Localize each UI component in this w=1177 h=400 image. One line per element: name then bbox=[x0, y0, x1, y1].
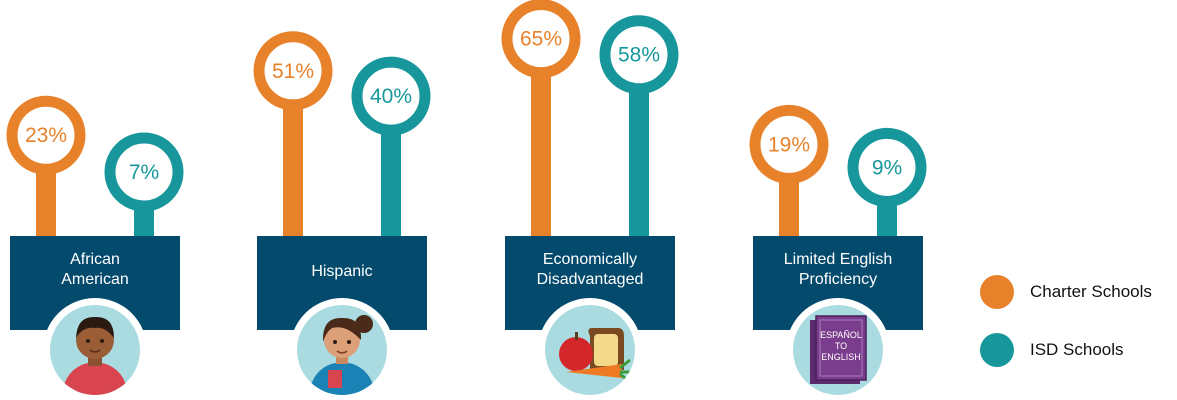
lollipop-stem bbox=[629, 54, 649, 238]
mouth bbox=[89, 349, 101, 353]
icon-art bbox=[559, 328, 632, 384]
category-label-line: American bbox=[61, 271, 129, 288]
face bbox=[76, 321, 114, 359]
value-label: 58% bbox=[618, 44, 660, 67]
category-group: 19% 9% Limited English Proficiency ESPAÑOLTO… bbox=[749, 104, 927, 400]
apple-stem bbox=[575, 332, 578, 340]
lollipop-head bbox=[104, 132, 184, 212]
apple bbox=[559, 337, 593, 371]
category-group: 65% 58% Economically Disadvantaged bbox=[501, 0, 679, 400]
value-label: 65% bbox=[520, 28, 562, 51]
legend: Charter Schools ISD Schools bbox=[980, 272, 1170, 392]
book-title-text: TO bbox=[835, 341, 847, 351]
icon-art bbox=[308, 315, 376, 395]
icon-art bbox=[61, 316, 129, 395]
category-label-line: Hispanic bbox=[311, 263, 372, 280]
girl-icon bbox=[290, 298, 394, 400]
book-border bbox=[819, 319, 863, 377]
category-label: Hispanic bbox=[311, 263, 372, 280]
category-label-line: Proficiency bbox=[799, 271, 877, 288]
category-group: 23% 7% African American bbox=[6, 95, 184, 400]
lollipop-head bbox=[6, 95, 86, 175]
lollipop-head bbox=[749, 104, 829, 184]
hair bbox=[76, 316, 114, 338]
legend-item-isd: ISD Schools bbox=[980, 330, 1170, 370]
legend-item-charter: Charter Schools bbox=[980, 272, 1170, 312]
value-label: 40% bbox=[370, 85, 412, 108]
value-label: 7% bbox=[129, 161, 159, 184]
lollipop-stem bbox=[283, 70, 303, 237]
hair bbox=[322, 317, 362, 342]
carrot bbox=[566, 364, 622, 378]
lollipop-head bbox=[253, 31, 333, 111]
book-title-text: ENGLISH bbox=[821, 352, 861, 362]
lollipop-head bbox=[351, 56, 431, 136]
category-label: Economically Disadvantaged bbox=[537, 251, 644, 288]
value-label: 23% bbox=[25, 124, 67, 147]
value-label: 51% bbox=[272, 60, 314, 83]
category-label-line: Limited English bbox=[784, 251, 893, 268]
category-label-line: Disadvantaged bbox=[537, 271, 644, 288]
lollipop-head bbox=[599, 15, 679, 95]
category-label: Limited English Proficiency bbox=[784, 251, 893, 288]
legend-swatch-isd bbox=[980, 333, 1014, 367]
book-cover bbox=[815, 315, 867, 381]
lollipop-head bbox=[501, 0, 581, 79]
value-label: 9% bbox=[872, 156, 902, 179]
food-icon bbox=[538, 298, 642, 400]
book-title-text: ESPAÑOL bbox=[820, 330, 862, 340]
legend-label-isd: ISD Schools bbox=[1030, 340, 1124, 359]
eye bbox=[100, 339, 104, 343]
legend-swatch-charter bbox=[980, 275, 1014, 309]
eye bbox=[333, 340, 337, 344]
bread-slice bbox=[594, 334, 618, 366]
category-label: African American bbox=[61, 251, 129, 288]
eye bbox=[347, 340, 351, 344]
shirt bbox=[61, 362, 129, 395]
lollipop-stem bbox=[531, 38, 551, 237]
value-label: 19% bbox=[768, 133, 810, 156]
eye bbox=[86, 339, 90, 343]
category-label-line: African bbox=[70, 251, 120, 268]
legend-label-charter: Charter Schools bbox=[1030, 282, 1152, 301]
category-label-line: Economically bbox=[543, 251, 637, 268]
lollipop-head bbox=[847, 127, 927, 207]
category-group: 51% 40% Hispanic bbox=[253, 31, 431, 400]
mouth bbox=[336, 350, 348, 354]
book-in-hand bbox=[328, 370, 342, 388]
boy-icon bbox=[43, 298, 147, 400]
